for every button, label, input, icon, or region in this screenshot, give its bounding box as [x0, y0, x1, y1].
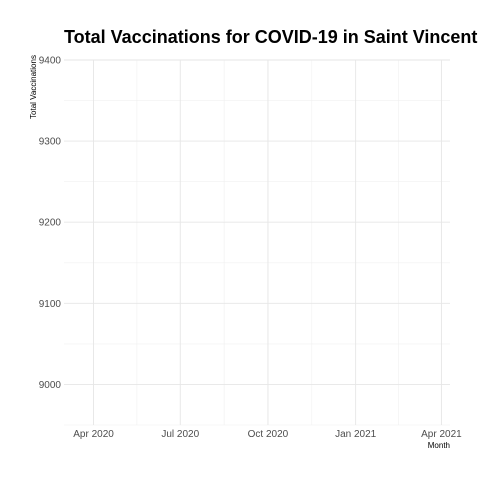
y-tick-label: 9400 — [39, 56, 62, 67]
y-tick-label: 9000 — [39, 380, 62, 391]
x-tick-label: Jan 2021 — [335, 429, 377, 440]
y-tick-label: 9200 — [39, 218, 62, 229]
grid-layer — [64, 59, 450, 426]
chart-title: Total Vaccinations for COVID-19 in Saint… — [64, 27, 480, 47]
x-tick-label: Oct 2020 — [248, 429, 289, 440]
x-tick-label: Apr 2020 — [73, 429, 114, 440]
tick-layer: 9000 9100 9200 9300 9400 Apr 2020 Jul 2020 Oct … — [39, 56, 462, 441]
y-tick-label: 9100 — [39, 299, 62, 310]
y-tick-label: 9300 — [39, 137, 62, 148]
x-axis-label: Month — [428, 441, 450, 450]
x-tick-label: Apr 2021 — [421, 429, 462, 440]
x-tick-label: Jul 2020 — [161, 429, 199, 440]
y-axis-label: Total Vaccinations — [29, 55, 38, 119]
